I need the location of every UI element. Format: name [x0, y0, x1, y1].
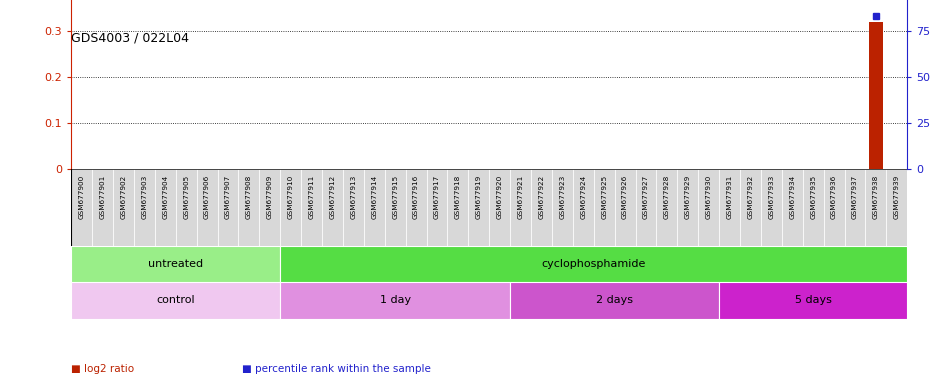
Bar — [552, 169, 573, 246]
Bar — [824, 169, 845, 246]
Text: GSM677907: GSM677907 — [225, 175, 231, 219]
Text: GSM677930: GSM677930 — [706, 175, 712, 219]
Text: GSM677915: GSM677915 — [392, 175, 398, 219]
Text: GSM677905: GSM677905 — [183, 175, 189, 219]
Bar — [719, 282, 907, 319]
Bar — [218, 169, 238, 246]
Text: GSM677916: GSM677916 — [413, 175, 419, 219]
Text: GSM677933: GSM677933 — [769, 175, 774, 219]
Bar — [845, 169, 865, 246]
Bar — [510, 282, 719, 319]
Bar — [134, 169, 155, 246]
Text: GSM677926: GSM677926 — [622, 175, 628, 219]
Text: GSM677927: GSM677927 — [643, 175, 649, 219]
Bar — [71, 169, 92, 246]
Text: 5 days: 5 days — [795, 295, 831, 306]
Text: 2 days: 2 days — [597, 295, 633, 306]
Bar — [385, 169, 406, 246]
Bar — [301, 169, 322, 246]
Bar — [280, 282, 510, 319]
Bar — [322, 169, 343, 246]
Bar — [761, 169, 782, 246]
Text: cyclophosphamide: cyclophosphamide — [542, 259, 646, 269]
Bar — [406, 169, 427, 246]
Bar — [280, 246, 907, 282]
Bar — [594, 169, 615, 246]
Text: GSM677902: GSM677902 — [121, 175, 126, 219]
Bar — [803, 169, 824, 246]
Bar — [343, 169, 364, 246]
Text: GSM677906: GSM677906 — [204, 175, 210, 219]
Text: GSM677929: GSM677929 — [685, 175, 691, 219]
Bar — [364, 169, 385, 246]
Text: GSM677921: GSM677921 — [518, 175, 523, 219]
Bar — [280, 169, 301, 246]
Text: GSM677936: GSM677936 — [831, 175, 837, 219]
Text: GSM677900: GSM677900 — [79, 175, 85, 219]
Bar — [71, 282, 280, 319]
Text: GSM677917: GSM677917 — [434, 175, 440, 219]
Text: GSM677934: GSM677934 — [789, 175, 795, 219]
Text: GSM677928: GSM677928 — [664, 175, 670, 219]
Text: GSM677924: GSM677924 — [580, 175, 586, 219]
Bar — [636, 169, 656, 246]
Bar — [238, 169, 259, 246]
Text: GSM677910: GSM677910 — [288, 175, 294, 219]
Bar — [427, 169, 447, 246]
Text: ■ percentile rank within the sample: ■ percentile rank within the sample — [242, 364, 431, 374]
Text: GSM677912: GSM677912 — [330, 175, 335, 219]
Bar — [176, 169, 197, 246]
Text: GSM677909: GSM677909 — [267, 175, 273, 219]
Bar — [71, 246, 280, 282]
Text: GSM677935: GSM677935 — [810, 175, 816, 219]
Bar — [615, 169, 636, 246]
Bar — [259, 169, 280, 246]
Bar — [677, 169, 698, 246]
Bar — [489, 169, 510, 246]
Text: GSM677922: GSM677922 — [539, 175, 544, 219]
Bar — [155, 169, 176, 246]
Text: GDS4003 / 022L04: GDS4003 / 022L04 — [71, 31, 189, 44]
Bar — [92, 169, 113, 246]
Bar — [531, 169, 552, 246]
Bar — [510, 169, 531, 246]
Text: GSM677920: GSM677920 — [497, 175, 503, 219]
Text: 1 day: 1 day — [380, 295, 410, 306]
Bar — [865, 169, 886, 246]
Bar — [719, 169, 740, 246]
Bar — [740, 169, 761, 246]
Text: GSM677925: GSM677925 — [601, 175, 607, 219]
Text: GSM677939: GSM677939 — [894, 175, 900, 219]
Bar — [197, 169, 218, 246]
Text: GSM677923: GSM677923 — [560, 175, 565, 219]
Bar — [656, 169, 677, 246]
Bar — [868, 22, 884, 169]
Text: GSM677908: GSM677908 — [246, 175, 252, 219]
Bar — [447, 169, 468, 246]
Bar — [886, 169, 907, 246]
Text: GSM677919: GSM677919 — [476, 175, 482, 219]
Text: GSM677903: GSM677903 — [142, 175, 147, 219]
Text: untreated: untreated — [148, 259, 203, 269]
Bar — [698, 169, 719, 246]
Text: GSM677904: GSM677904 — [162, 175, 168, 219]
Bar — [573, 169, 594, 246]
Text: control: control — [157, 295, 195, 306]
Text: GSM677938: GSM677938 — [873, 175, 879, 219]
Bar — [468, 169, 489, 246]
Text: GSM677931: GSM677931 — [727, 175, 732, 219]
Text: GSM677911: GSM677911 — [309, 175, 314, 219]
Text: GSM677914: GSM677914 — [371, 175, 377, 219]
Text: GSM677932: GSM677932 — [748, 175, 753, 219]
Bar — [113, 169, 134, 246]
Text: GSM677913: GSM677913 — [351, 175, 356, 219]
Bar — [782, 169, 803, 246]
Text: GSM677937: GSM677937 — [852, 175, 858, 219]
Text: ■ log2 ratio: ■ log2 ratio — [71, 364, 134, 374]
Text: GSM677901: GSM677901 — [100, 175, 105, 219]
Text: GSM677918: GSM677918 — [455, 175, 461, 219]
